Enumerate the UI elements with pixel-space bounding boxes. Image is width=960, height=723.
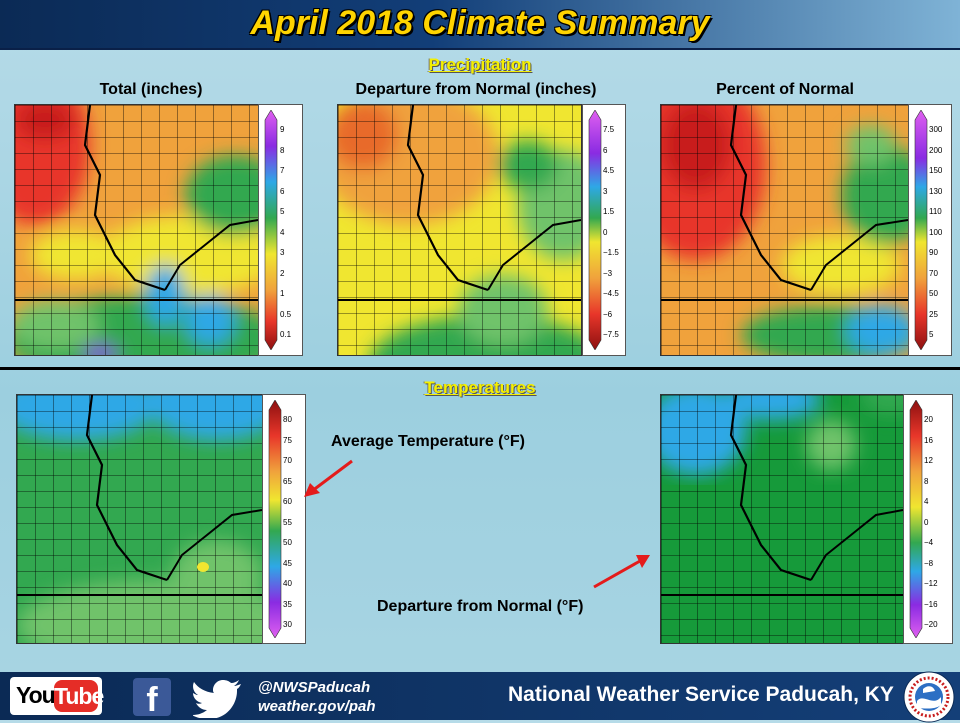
nws-logo-icon — [903, 671, 955, 723]
legend-tick: 100 — [929, 227, 943, 237]
legend-tick: 200 — [929, 145, 943, 155]
legend-tick: 6 — [280, 186, 285, 196]
legend-tick: −8 — [924, 558, 934, 568]
title-bar — [0, 0, 960, 50]
legend-tick: −4.5 — [603, 289, 619, 298]
legend-tick: 4.5 — [603, 166, 615, 175]
legend-tick: 5 — [280, 207, 285, 216]
legend-tick: 30 — [283, 620, 292, 629]
legend-tick: 7 — [280, 166, 285, 175]
legend-tick: 55 — [283, 517, 292, 527]
legend-tick: 9 — [280, 125, 285, 134]
twitter-handle[interactable]: @NWSPaducah — [258, 679, 371, 696]
legend-tick: 1.5 — [603, 207, 615, 216]
legend-tick: −20 — [924, 620, 938, 629]
legend-tick: −3 — [603, 268, 613, 278]
legend-tick: 5 — [929, 330, 934, 339]
percent-normal-label: Percent of Normal — [716, 81, 854, 98]
legend-tick: 4 — [280, 227, 285, 237]
departure-precip-map — [337, 104, 582, 356]
facebook-icon[interactable]: f — [133, 678, 171, 719]
legend-tick: −7.5 — [603, 330, 619, 339]
legend-tick: 7.5 — [603, 125, 615, 134]
legend-tick: 50 — [283, 538, 292, 547]
legend-tick: 3 — [280, 248, 285, 257]
legend-tick: 8 — [924, 476, 929, 486]
legend-tick: 35 — [283, 599, 292, 609]
legend-tick: 65 — [283, 476, 292, 486]
temperature-departure-map — [660, 394, 904, 644]
legend-tick: −4 — [924, 538, 934, 547]
legend-tick: 70 — [283, 456, 292, 465]
average-temperature-legend: 80 75 70 65 60 55 50 45 40 35 30 — [262, 394, 306, 644]
legend-tick: 0.1 — [280, 330, 292, 339]
average-temperature-map — [16, 394, 263, 644]
youtube-icon[interactable]: You Tube — [10, 677, 104, 715]
legend-tick: 2 — [280, 268, 285, 278]
website-link[interactable]: weather.gov/pah — [258, 698, 376, 715]
percent-normal-legend: 300 200 150 130 110 100 90 70 50 25 5 — [908, 104, 952, 356]
twitter-icon[interactable] — [193, 678, 243, 718]
legend-tick: 80 — [283, 415, 292, 424]
legend-tick: −6 — [603, 309, 613, 319]
precipitation-section-title: Precipitation — [428, 55, 532, 74]
total-precip-label: Total (inches) — [99, 81, 203, 98]
total-precip-legend: 9 8 7 6 5 4 3 2 1 0.5 0.1 — [258, 104, 303, 356]
legend-tick: 90 — [929, 248, 938, 257]
legend-tick: 4 — [924, 497, 929, 506]
departure-precip-legend: 7.5 6 4.5 3 1.5 0 −1.5 −3 −4.5 −6 −7.5 — [582, 104, 626, 356]
youtube-you-text: You — [16, 682, 56, 708]
departure-precip-label: Departure from Normal (inches) — [355, 81, 597, 98]
legend-tick: 0 — [603, 227, 608, 237]
arrow-icon — [304, 459, 353, 497]
legend-tick: −16 — [924, 599, 938, 609]
legend-tick: 8 — [280, 145, 285, 155]
legend-tick: 12 — [924, 456, 933, 465]
legend-tick: 16 — [924, 435, 933, 445]
legend-tick: 40 — [283, 579, 292, 588]
legend-tick: 3 — [603, 186, 608, 196]
temperature-departure-legend: 20 16 12 8 4 0 −4 −8 −12 −16 −20 — [903, 394, 953, 644]
legend-tick: 75 — [283, 435, 292, 445]
temperature-departure-annotation: Departure from Normal (°F) — [377, 598, 584, 615]
legend-tick: 70 — [929, 268, 938, 278]
legend-tick: 60 — [283, 497, 292, 506]
legend-tick: 20 — [924, 415, 933, 424]
legend-tick: 150 — [929, 166, 943, 175]
legend-tick: −1.5 — [603, 248, 619, 257]
legend-tick: 6 — [603, 145, 608, 155]
legend-tick: 50 — [929, 289, 938, 298]
legend-tick: 130 — [929, 186, 943, 196]
legend-tick: 1 — [280, 289, 285, 298]
average-temperature-annotation: Average Temperature (°F) — [331, 433, 526, 450]
social-handles: @NWSPaducah weather.gov/pah — [258, 678, 376, 716]
total-precip-map — [14, 104, 259, 356]
legend-tick: 300 — [929, 125, 943, 134]
percent-normal-map — [660, 104, 909, 356]
section-divider — [0, 367, 960, 370]
page-title: April 2018 Climate Summary — [250, 4, 710, 42]
office-name: National Weather Service Paducah, KY — [508, 683, 894, 706]
legend-tick: 45 — [283, 558, 292, 568]
legend-tick: 0 — [924, 517, 929, 527]
legend-tick: −12 — [924, 579, 938, 588]
legend-tick: 25 — [929, 309, 938, 319]
legend-tick: 0.5 — [280, 309, 292, 319]
youtube-tube-text: Tube — [54, 680, 104, 712]
temperatures-section-title: Temperatures — [424, 378, 536, 397]
legend-tick: 110 — [929, 207, 942, 216]
arrow-icon — [593, 555, 650, 589]
